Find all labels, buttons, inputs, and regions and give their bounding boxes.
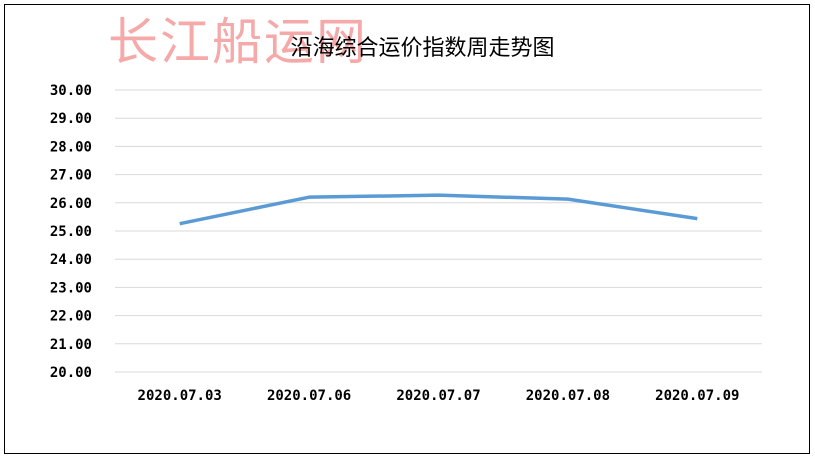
y-tick-label: 24.00 [50, 252, 92, 268]
chart-frame [4, 4, 810, 454]
x-tick-label: 2020.07.08 [526, 388, 610, 404]
watermark: 长江船运网 [108, 13, 368, 71]
series-line [179, 193, 698, 226]
x-tick-label: 2020.07.06 [267, 388, 351, 404]
y-tick-label: 22.00 [50, 309, 92, 325]
y-tick-label: 26.00 [50, 196, 92, 212]
y-tick-label: 20.00 [50, 365, 92, 381]
y-tick-label: 27.00 [50, 168, 92, 184]
y-tick-label: 30.00 [50, 83, 92, 99]
y-tick-label: 25.00 [50, 224, 92, 240]
y-tick-label: 29.00 [50, 111, 92, 127]
x-tick-label: 2020.07.03 [138, 388, 222, 404]
x-tick-label: 2020.07.07 [396, 388, 480, 404]
y-tick-label: 28.00 [50, 139, 92, 155]
chart-title: 沿海综合运价指数周走势图 [290, 36, 555, 61]
y-tick-label: 21.00 [50, 337, 92, 353]
x-tick-label: 2020.07.09 [655, 388, 739, 404]
y-tick-label: 23.00 [50, 280, 92, 296]
